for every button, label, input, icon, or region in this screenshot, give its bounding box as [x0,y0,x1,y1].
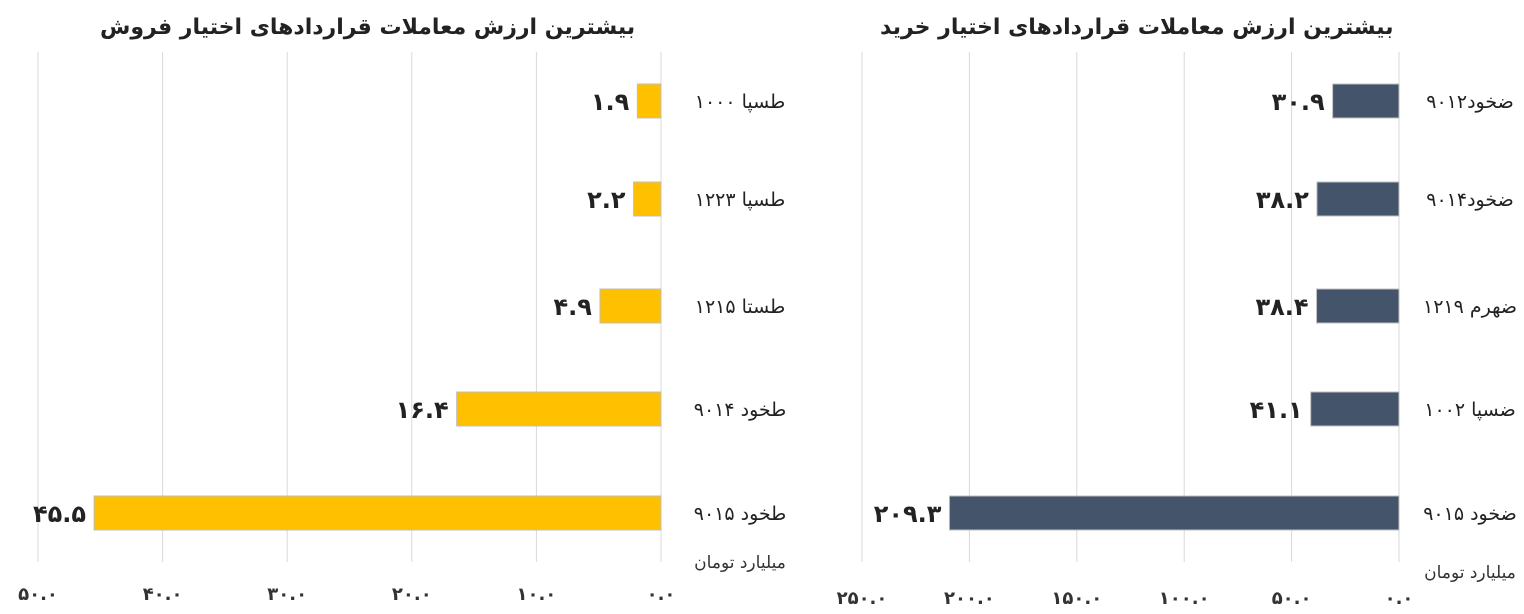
put-bar [633,181,662,217]
call-options-chart: ۰.۰ ۵۰.۰ ۱۰۰.۰ ۱۵۰.۰ ۲۰۰.۰ ۲۵۰.۰ میلیارد تومان… [837,52,1517,609]
call-category-label: ضخود۹۰۱۲ [1426,91,1514,113]
put-category-label: طسپا ۱۲۲۳ [695,189,785,211]
call-tick-label: ۱۵۰.۰ [1051,588,1102,609]
put-bar [456,391,662,427]
put-category-label: طستا ۱۲۱۵ [695,296,785,318]
call-tick-label: ۱۰۰.۰ [1159,588,1210,609]
call-unit-label: میلیارد تومان [1424,563,1516,583]
call-bar [948,495,1400,531]
call-value-label: ۳۰.۹ [1272,88,1325,116]
call-bar [1316,181,1400,217]
put-value-label: ۲.۲ [587,186,626,214]
call-category-label: ضهرم ۱۲۱۹ [1423,296,1517,318]
call-value-label: ۴۱.۱ [1250,396,1303,424]
put-bar [599,288,662,324]
put-bar [636,83,662,119]
call-value-label: ۳۸.۴ [1255,293,1308,321]
put-tick-label: ۵۰.۰ [18,584,58,605]
put-tick-label: ۳۰.۰ [267,584,307,605]
put-options-chart: ۰.۰ ۱۰.۰ ۲۰.۰ ۳۰.۰ ۴۰.۰ ۵۰.۰ میلیارد تومان ۱.۹ ط… [18,52,786,605]
put-unit-label: میلیارد تومان [694,553,786,573]
put-tick-label: ۲۰.۰ [392,584,432,605]
call-tick-label: ۵۰.۰ [1272,588,1312,609]
call-chart-title: بیشترین ارزش معاملات قراردادهای اختیار خ… [880,15,1394,40]
call-bar [1310,391,1400,427]
put-tick-label: ۴۰.۰ [143,584,183,605]
put-chart-title: بیشترین ارزش معاملات قراردادهای اختیار ف… [100,15,636,40]
put-bar [93,495,662,531]
put-tick-label: ۰.۰ [647,584,676,605]
put-category-label: طخود ۹۰۱۵ [694,503,787,525]
put-category-label: طخود ۹۰۱۴ [694,399,787,421]
call-category-label: ضخود ۹۰۱۵ [1423,503,1517,525]
call-bar [1316,288,1400,324]
put-tick-label: ۱۰.۰ [517,584,557,605]
call-value-label: ۳۸.۲ [1256,186,1309,214]
call-tick-label: ۲۰۰.۰ [944,588,995,609]
put-value-label: ۴.۹ [554,293,593,321]
call-bar [1332,83,1400,119]
put-value-label: ۱۶.۴ [396,396,449,424]
call-tick-label: ۲۵۰.۰ [837,588,888,609]
put-value-label: ۴۵.۵ [33,500,86,528]
call-value-label: ۲۰۹.۳ [874,500,942,528]
call-category-label: ضخود۹۰۱۴ [1426,189,1514,211]
call-category-label: ضسپا ۱۰۰۲ [1424,399,1515,421]
call-tick-label: ۰.۰ [1385,588,1414,609]
put-value-label: ۱.۹ [591,88,630,116]
put-category-label: طسپا ۱۰۰۰ [695,91,785,113]
